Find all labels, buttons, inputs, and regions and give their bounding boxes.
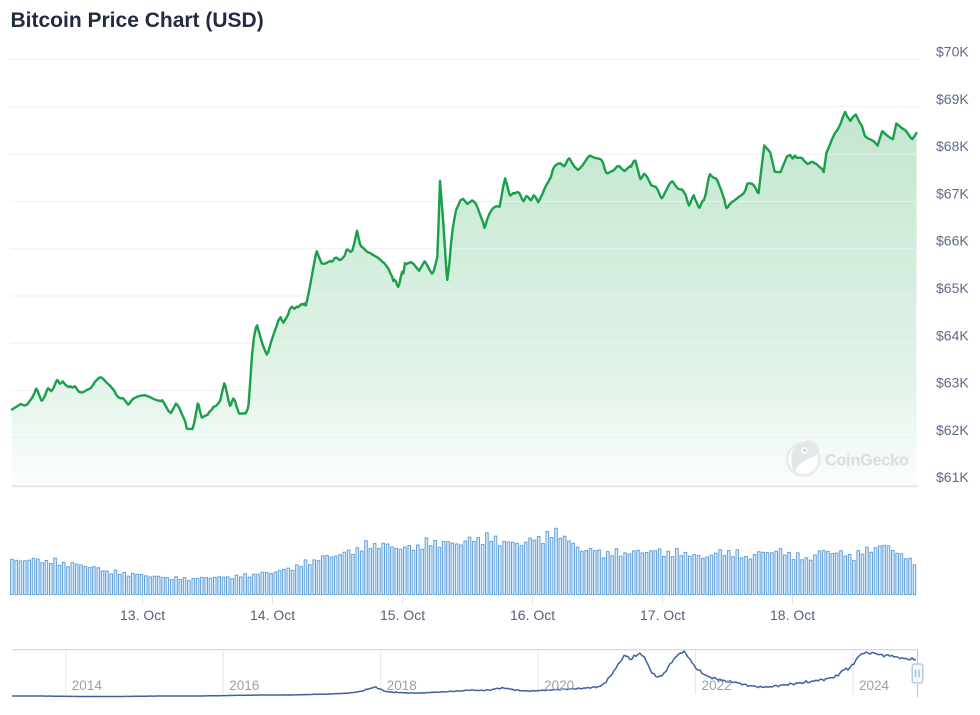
svg-text:$65K: $65K bbox=[936, 280, 969, 296]
svg-text:Bitcoin Price Chart (USD): Bitcoin Price Chart (USD) bbox=[11, 9, 264, 32]
svg-text:2022: 2022 bbox=[702, 678, 732, 693]
svg-text:$67K: $67K bbox=[936, 185, 969, 201]
svg-text:16. Oct: 16. Oct bbox=[510, 607, 555, 623]
svg-text:$64K: $64K bbox=[936, 327, 969, 343]
svg-text:$68K: $68K bbox=[936, 138, 969, 154]
svg-text:2016: 2016 bbox=[229, 678, 259, 693]
svg-text:$62K: $62K bbox=[936, 422, 969, 438]
svg-text:18. Oct: 18. Oct bbox=[770, 607, 815, 623]
svg-text:$63K: $63K bbox=[936, 375, 969, 391]
svg-text:15. Oct: 15. Oct bbox=[380, 607, 425, 623]
svg-text:2024: 2024 bbox=[859, 678, 890, 693]
svg-text:$66K: $66K bbox=[936, 233, 969, 249]
svg-text:$70K: $70K bbox=[936, 44, 969, 60]
svg-text:17. Oct: 17. Oct bbox=[640, 607, 685, 623]
svg-text:2014: 2014 bbox=[72, 678, 103, 693]
svg-text:$69K: $69K bbox=[936, 91, 969, 107]
svg-text:14. Oct: 14. Oct bbox=[250, 607, 295, 623]
svg-text:13. Oct: 13. Oct bbox=[120, 607, 165, 623]
svg-text:CoinGecko: CoinGecko bbox=[825, 452, 909, 470]
svg-text:$61K: $61K bbox=[936, 469, 969, 485]
svg-text:2020: 2020 bbox=[544, 678, 574, 693]
svg-text:2018: 2018 bbox=[387, 678, 417, 693]
